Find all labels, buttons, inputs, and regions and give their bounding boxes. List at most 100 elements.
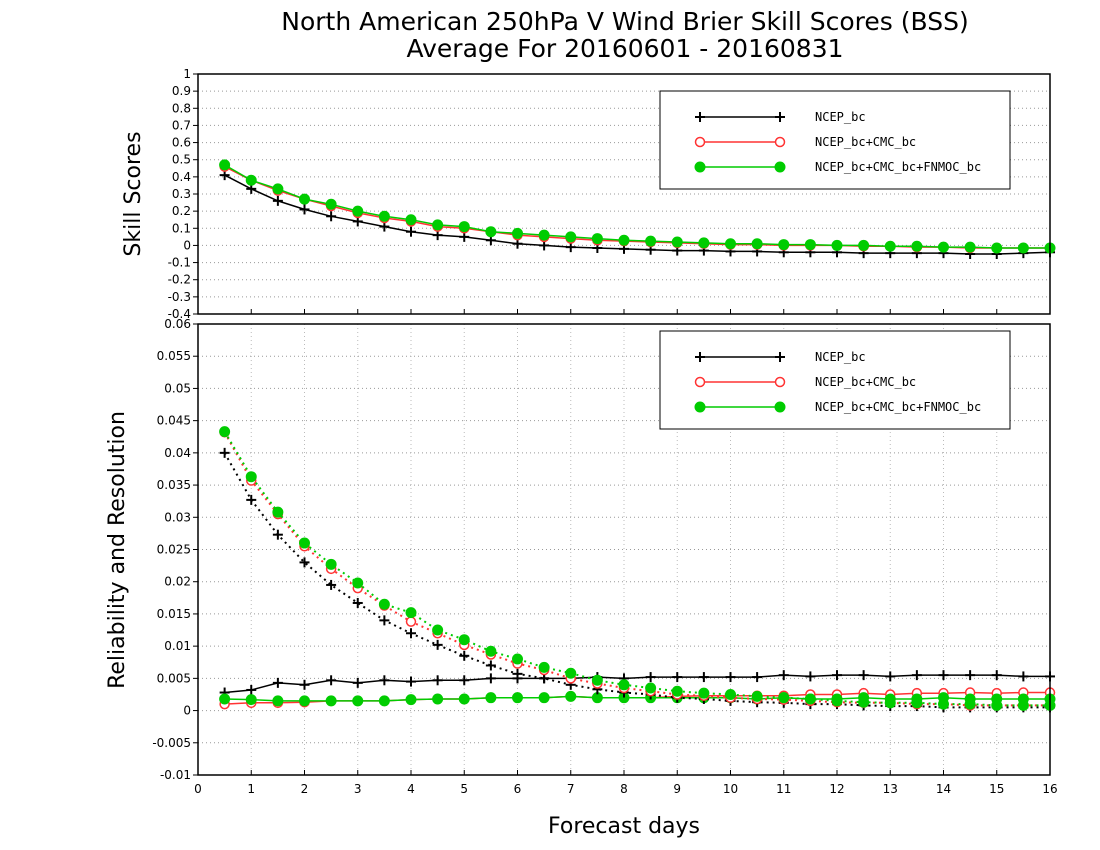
x-tick-label-11: 11 — [776, 782, 791, 796]
bottom-series-5-point-24 — [858, 696, 870, 708]
bottom-series-5-point-1 — [245, 471, 257, 483]
top-ytick-label-2: 0.8 — [172, 101, 191, 115]
bottom-series-5-point-20 — [751, 690, 763, 702]
top-legend-marker-end-1 — [774, 136, 786, 148]
top-series-2-point-1 — [245, 174, 257, 186]
bottom-series-2-point-4 — [325, 695, 337, 707]
bottom-ytick-label-11: 0.005 — [157, 671, 191, 685]
top-ytick-label-12: -0.2 — [168, 273, 191, 287]
bottom-series-2-point-2 — [272, 695, 284, 707]
top-ytick-label-8: 0.2 — [172, 204, 191, 218]
bottom-series-2-point-11 — [512, 692, 523, 704]
bottom-series-5-point-5 — [352, 577, 364, 589]
top-series-2-point-4 — [325, 198, 337, 210]
top-series-2-point-13 — [565, 231, 577, 243]
bottom-series-2-line — [224, 695, 1050, 702]
top-series-2-point-25 — [884, 240, 896, 252]
bottom-series-5-point-28 — [964, 698, 976, 710]
bottom-series-2-point-7 — [405, 694, 417, 706]
top-series-2-point-14 — [591, 233, 603, 245]
top-ytick-label-6: 0.4 — [172, 170, 191, 184]
top-series-2-point-7 — [405, 214, 417, 226]
x-tick-label-14: 14 — [936, 782, 951, 796]
top-series-2-point-24 — [858, 239, 870, 251]
top-legend-box — [659, 90, 1011, 190]
top-series-2-point-22 — [804, 239, 816, 251]
x-tick-label-0: 0 — [194, 782, 202, 796]
bottom-ytick-label-7: 0.025 — [157, 543, 191, 557]
bottom-series-5-point-13 — [565, 667, 577, 679]
x-tick-label-7: 7 — [567, 782, 575, 796]
bottom-series-4-point-7 — [405, 616, 417, 627]
bottom-ytick-label-12: 0 — [183, 704, 191, 718]
bottom-ytick-label-3: 0.045 — [157, 414, 191, 428]
bottom-series-5-point-14 — [591, 674, 603, 686]
bottom-series-2-point-3 — [299, 695, 310, 707]
top-ytick-label-14: -0.4 — [168, 307, 191, 321]
bottom-legend-label-2: NCEP_bc+CMC_bc+FNMOC_bc — [815, 400, 981, 414]
top-legend-marker-start-2 — [694, 161, 706, 173]
top-series-2-point-30 — [1017, 242, 1029, 254]
top-legend-label-1: NCEP_bc+CMC_bc — [815, 135, 916, 149]
top-panel-frame — [197, 73, 1051, 315]
top-series-2-point-17 — [671, 236, 683, 248]
chart-title-line1: North American 250hPa V Wind Brier Skill… — [281, 7, 968, 36]
top-ytick-label-5: 0.5 — [172, 153, 191, 167]
bottom-series-5-point-25 — [884, 697, 896, 709]
bottom-series-5-point-7 — [405, 607, 417, 619]
bottom-legend-marker-end-1 — [774, 376, 786, 388]
top-ytick-label-10: 0 — [183, 238, 191, 252]
top-series-2-point-9 — [458, 221, 470, 233]
bottom-panel-ylabel: Reliability and Resolution — [105, 411, 130, 689]
bottom-ytick-label-2: 0.05 — [164, 381, 191, 395]
bottom-series-5-point-16 — [645, 682, 657, 694]
top-series-2-point-15 — [618, 234, 630, 246]
top-series-2-point-29 — [991, 242, 1003, 254]
top-legend-marker-start-1 — [694, 136, 706, 148]
bottom-legend-label-0: NCEP_bc — [815, 350, 866, 364]
top-ytick-label-4: 0.6 — [172, 136, 191, 150]
x-tick-label-9: 9 — [673, 782, 681, 796]
top-series-2-point-2 — [272, 183, 284, 195]
top-panel-ylabel: Skill Scores — [121, 131, 146, 256]
top-series-2-point-19 — [725, 238, 736, 250]
x-tick-label-6: 6 — [514, 782, 522, 796]
top-legend-label-2: NCEP_bc+CMC_bc+FNMOC_bc — [815, 160, 981, 174]
bottom-series-5-point-6 — [378, 598, 390, 610]
bottom-panel-frame — [197, 323, 1051, 776]
x-tick-label-16: 16 — [1042, 782, 1057, 796]
top-series-2-point-18 — [698, 237, 710, 249]
bottom-series-4-line — [223, 431, 1050, 707]
bottom-ytick-label-4: 0.04 — [164, 446, 191, 460]
top-ytick-label-7: 0.3 — [172, 187, 191, 201]
plot-layer: 1 0.9 0.8 0.7 0.6 0.5 0.4 0.3 0.2 0.1 0 -0.1 -0.2 -0.… — [152, 67, 1057, 796]
bottom-series-3-line — [223, 452, 1050, 709]
top-series-2-point-28 — [964, 241, 976, 253]
x-tick-label-4: 4 — [407, 782, 415, 796]
bottom-ytick-label-14: -0.01 — [160, 768, 191, 782]
bottom-ytick-label-6: 0.03 — [164, 510, 191, 524]
bottom-ytick-label-5: 0.035 — [157, 478, 191, 492]
x-tick-label-5: 5 — [460, 782, 468, 796]
top-series-2-point-23 — [831, 239, 843, 251]
top-series-2-point-8 — [432, 219, 444, 231]
bottom-series-5-point-23 — [831, 695, 843, 707]
top-ytick-label-1: 0.9 — [172, 84, 191, 98]
bottom-series-5-point-9 — [458, 634, 470, 646]
top-legend-marker-end-2 — [774, 161, 786, 173]
bottom-series-2-point-10 — [485, 692, 497, 704]
bottom-series-5-point-30 — [1017, 699, 1029, 711]
x-tick-label-1: 1 — [247, 782, 255, 796]
x-tick-label-12: 12 — [829, 782, 844, 796]
bottom-series-5-point-17 — [671, 685, 683, 697]
x-tick-label-2: 2 — [301, 782, 309, 796]
bottom-series-5-point-12 — [538, 661, 550, 673]
bottom-series-5-point-29 — [991, 699, 1003, 711]
top-ytick-label-13: -0.3 — [168, 290, 191, 304]
x-tick-label-3: 3 — [354, 782, 362, 796]
bottom-ytick-label-0: 0.06 — [164, 317, 191, 331]
top-series-2-point-6 — [378, 210, 390, 222]
bottom-series-5-point-21 — [778, 692, 790, 704]
